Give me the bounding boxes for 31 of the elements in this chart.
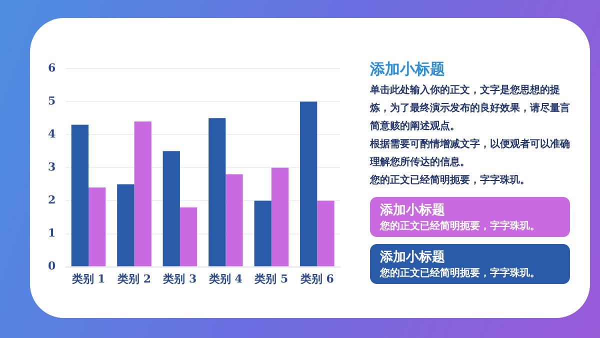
bar: [271, 168, 289, 266]
bar: [208, 118, 226, 266]
bar: [134, 121, 152, 266]
text: 添加小标题: [370, 60, 446, 79]
y-tick-label: 4: [48, 128, 56, 141]
bar: [180, 207, 198, 266]
bar: [317, 200, 334, 266]
x-tick-label: 类别 3: [162, 272, 197, 286]
x-tick-label: 类别 5: [254, 272, 288, 286]
bar: [254, 200, 272, 266]
text: 根据需要可酌情增减文字，以便观者可以准确理解您所传达的信息。: [370, 137, 570, 170]
text-card: 添加小标题 您的正文已经简明扼要，字字珠玑。: [370, 197, 570, 237]
y-tick-label: 6: [48, 61, 56, 74]
y-tick-label: 2: [48, 194, 56, 207]
x-tick-label: 类别 6: [299, 272, 334, 286]
bar: [88, 188, 106, 266]
x-tick-label: 类别 1: [70, 272, 106, 286]
bar: [300, 102, 318, 266]
y-tick-label: 0: [48, 260, 56, 273]
x-tick-label: 类别 4: [208, 272, 243, 286]
y-tick-label: 1: [48, 226, 56, 240]
text: 您的正文已经简明扼要，字字珠玑。: [370, 173, 531, 188]
bar: [117, 184, 134, 266]
text: 单击此处输入你的正文，文字是您思想的提炼，为了最终演示发布的良好效果，请尽量言简意赅的阐述观点。: [370, 83, 570, 134]
x-tick-label: 类别 2: [116, 272, 151, 286]
y-tick-label: 5: [48, 94, 56, 108]
bar: [226, 174, 243, 266]
text-card: 添加小标题 您的正文已经简明扼要，字字珠玑。: [370, 244, 570, 284]
bar: [71, 124, 89, 266]
bar: [162, 151, 180, 266]
y-tick-label: 3: [48, 160, 56, 174]
